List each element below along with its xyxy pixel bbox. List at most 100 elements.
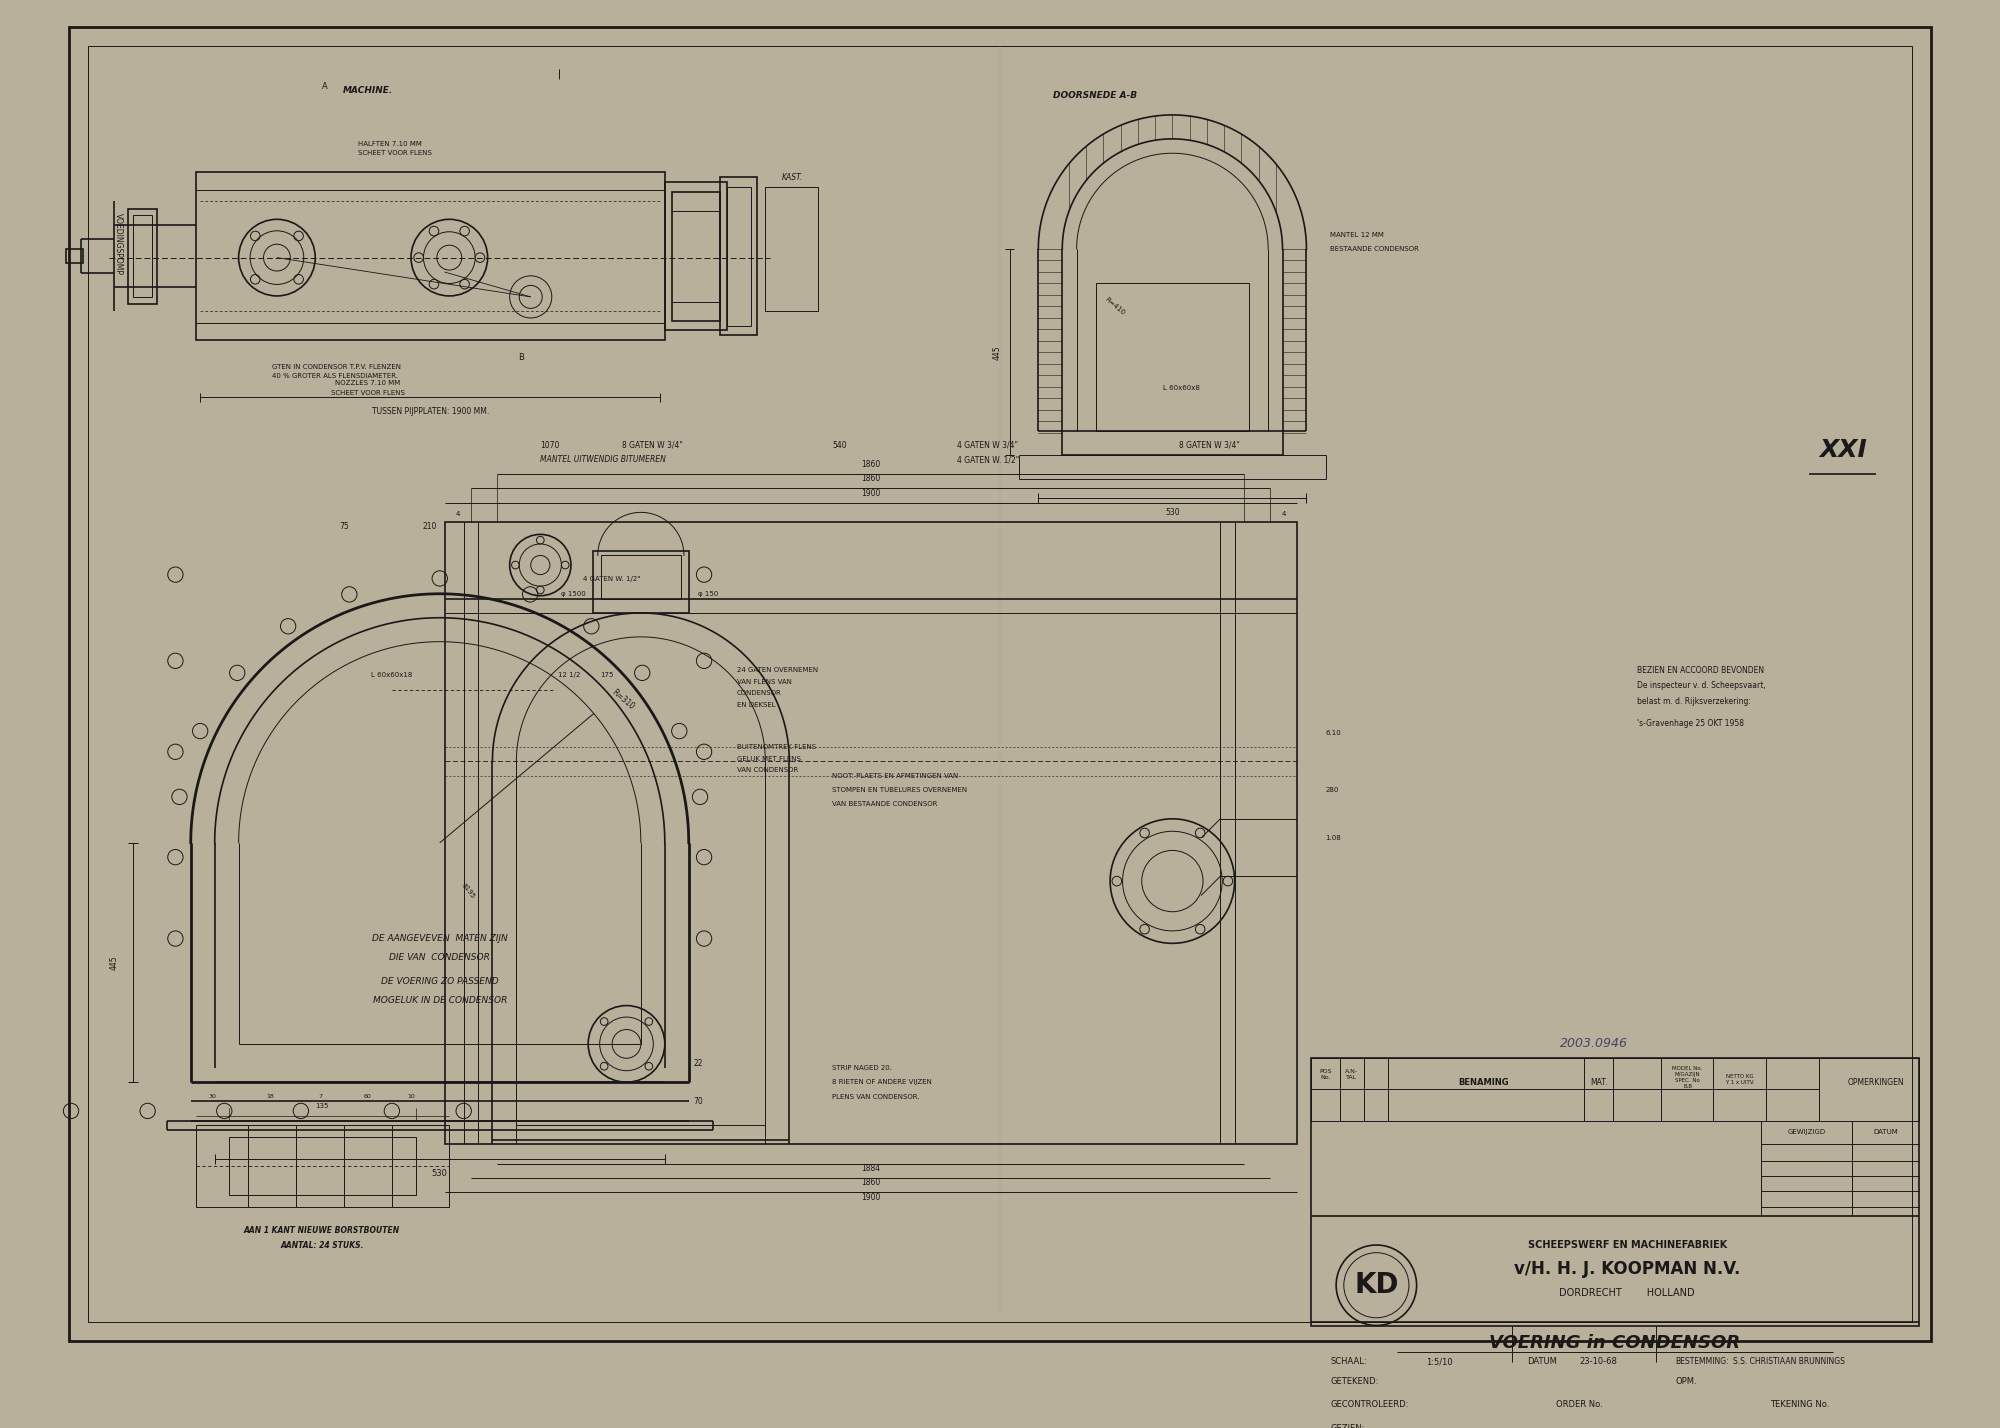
Text: 75: 75 [340,523,348,531]
Text: MODEL No.
M/GAZIJN
SPEC. No
B.B: MODEL No. M/GAZIJN SPEC. No B.B [1672,1067,1702,1088]
Text: 8 RIETEN OF ANDERE VIJZEN: 8 RIETEN OF ANDERE VIJZEN [832,1080,932,1085]
Text: BESTAANDE CONDENSOR: BESTAANDE CONDENSOR [1330,246,1420,251]
Text: NOOT: PLAETS EN AFMETINGEN VAN: NOOT: PLAETS EN AFMETINGEN VAN [832,773,958,778]
Text: NETTO KG
Y. 1 x UITV.: NETTO KG Y. 1 x UITV. [1724,1074,1754,1085]
Text: 8 GATEN W 3/4": 8 GATEN W 3/4" [622,441,682,450]
Text: SCHEEPSWERF EN MACHINEFABRIEK: SCHEEPSWERF EN MACHINEFABRIEK [1528,1240,1726,1250]
Text: STRIP NAGED 20.: STRIP NAGED 20. [832,1065,892,1071]
Text: 30: 30 [208,1094,216,1100]
Text: 445: 445 [992,346,1002,360]
Text: XXI: XXI [1818,438,1866,463]
Text: 1860: 1860 [862,474,880,483]
Text: 8 GATEN W 3/4": 8 GATEN W 3/4" [1178,441,1240,450]
Text: 1070: 1070 [540,441,560,450]
Text: MOGELUK IN DE CONDENSOR: MOGELUK IN DE CONDENSOR [372,997,506,1005]
Text: DORDRECHT        HOLLAND: DORDRECHT HOLLAND [1560,1288,1696,1298]
Text: 12 1/2: 12 1/2 [558,673,580,678]
Bar [128,208,158,304]
Text: 4 GATEN W. 1/2": 4 GATEN W. 1/2" [956,456,1020,464]
Text: PLENS VAN CONDENSOR.: PLENS VAN CONDENSOR. [832,1094,920,1100]
Text: 6.10: 6.10 [1326,730,1342,735]
Text: 540: 540 [832,441,848,450]
Text: 4 GATEN W 3/4": 4 GATEN W 3/4" [956,441,1018,450]
Text: S.S. CHRISTIAAN BRUNNINGS: S.S. CHRISTIAAN BRUNNINGS [1732,1358,1844,1367]
Text: GECONTROLEERD:: GECONTROLEERD: [1330,1401,1408,1409]
Bar [196,1125,450,1207]
Text: SCHAAL:: SCHAAL: [1330,1358,1368,1367]
Text: 210: 210 [422,523,438,531]
Text: KAST.: KAST. [782,173,802,181]
Text: 1860: 1860 [862,1178,880,1187]
Text: GETEKEND:: GETEKEND: [1330,1377,1378,1385]
Bar [1312,1058,1920,1121]
Text: OPMERKINGEN: OPMERKINGEN [1848,1078,1904,1087]
Bar [728,187,750,326]
Bar [766,187,818,311]
Text: KD: KD [1354,1271,1398,1299]
Text: v/H. H. J. KOOPMAN N.V.: v/H. H. J. KOOPMAN N.V. [1514,1259,1740,1278]
Bar [444,523,1296,1144]
Text: DOORSNEDE A-B: DOORSNEDE A-B [1052,91,1136,100]
Text: 18: 18 [266,1094,274,1100]
Text: B: B [518,353,524,361]
Text: DIE VAN  CONDENSOR: DIE VAN CONDENSOR [390,954,490,962]
Text: ORDER No.: ORDER No. [1556,1401,1602,1409]
Text: HALFTEN 7.10 MM: HALFTEN 7.10 MM [358,140,422,147]
Text: VAN BESTAANDE CONDENSOR: VAN BESTAANDE CONDENSOR [832,801,938,807]
Text: SCHEET VOOR FLENS: SCHEET VOOR FLENS [330,390,404,396]
Text: DE AANGEVEVEN  MATEN ZIJN: DE AANGEVEVEN MATEN ZIJN [372,934,508,942]
Text: 280: 280 [1326,787,1338,793]
Text: 7: 7 [318,1094,322,1100]
Text: POS
No.: POS No. [1320,1070,1332,1080]
Text: VOERING in CONDENSOR: VOERING in CONDENSOR [1490,1334,1740,1352]
Text: DE VOERING ZO PASSEND: DE VOERING ZO PASSEND [380,977,498,987]
Text: SCHEET VOOR FLENS: SCHEET VOOR FLENS [358,150,432,156]
Text: VOEDINGSPOMP: VOEDINGSPOMP [114,213,124,276]
Text: 1860: 1860 [862,460,880,468]
Text: NOZZLES 7.10 MM: NOZZLES 7.10 MM [336,380,400,386]
Text: TEKENING No.: TEKENING No. [1770,1401,1830,1409]
Text: GEWIJZIGD: GEWIJZIGD [1788,1130,1826,1135]
Bar [230,1137,416,1195]
Text: 530: 530 [1166,508,1180,517]
Text: 24 GATEN OVERNEMEN: 24 GATEN OVERNEMEN [736,667,818,674]
Text: R=410: R=410 [1104,297,1126,317]
Text: 's-Gravenhage 25 OKT 1958: 's-Gravenhage 25 OKT 1958 [1636,718,1744,727]
Text: GTEN IN CONDENSOR T.P.V. FLENZEN: GTEN IN CONDENSOR T.P.V. FLENZEN [272,364,402,370]
Bar [592,551,688,613]
Text: MANTEL 12 MM: MANTEL 12 MM [1330,231,1384,237]
Text: VAN CONDENSOR: VAN CONDENSOR [736,767,798,773]
Bar [600,555,682,598]
Text: 22: 22 [694,1058,704,1068]
Text: 1:5/10: 1:5/10 [1426,1358,1452,1367]
Text: 60: 60 [364,1094,372,1100]
Text: 2003.0946: 2003.0946 [1560,1037,1628,1051]
Text: EN DEKSEL: EN DEKSEL [736,703,776,708]
Text: 4 GATEN W. 1/2": 4 GATEN W. 1/2" [584,577,640,583]
Text: TUSSEN PIJPPLATEN: 1900 MM.: TUSSEN PIJPPLATEN: 1900 MM. [372,407,488,417]
Text: BENAMING: BENAMING [1458,1078,1508,1087]
Bar [196,173,664,340]
Text: DATUM: DATUM [1526,1358,1556,1367]
Bar [672,191,720,321]
Text: AAN 1 KANT NIEUWE BORSTBOUTEN: AAN 1 KANT NIEUWE BORSTBOUTEN [244,1227,400,1235]
Text: φ195: φ195 [460,881,476,900]
Text: 1.08: 1.08 [1326,835,1342,841]
Text: MANTEL UITWENDIG BITUMEREN: MANTEL UITWENDIG BITUMEREN [540,456,666,464]
Text: 530: 530 [432,1168,448,1178]
Bar [66,248,84,263]
Text: 23-10-68: 23-10-68 [1580,1358,1618,1367]
Text: 1900: 1900 [862,1192,880,1201]
Text: A.N-
TAL: A.N- TAL [1344,1070,1358,1080]
Text: φ 150: φ 150 [698,591,718,597]
Text: φ 1500: φ 1500 [562,591,586,597]
Text: 10: 10 [408,1094,414,1100]
Text: GELUK MET FLENS: GELUK MET FLENS [736,755,800,761]
Text: R=310: R=310 [610,687,636,711]
Text: belast m. d. Rijksverzekering:: belast m. d. Rijksverzekering: [1636,697,1750,705]
Text: 1900: 1900 [862,488,880,498]
Text: GEZIEN:: GEZIEN: [1330,1424,1364,1428]
Bar [720,177,756,336]
Text: L 60x60x18: L 60x60x18 [372,673,412,678]
Text: BUITENOMTREK FLENS: BUITENOMTREK FLENS [736,744,816,750]
